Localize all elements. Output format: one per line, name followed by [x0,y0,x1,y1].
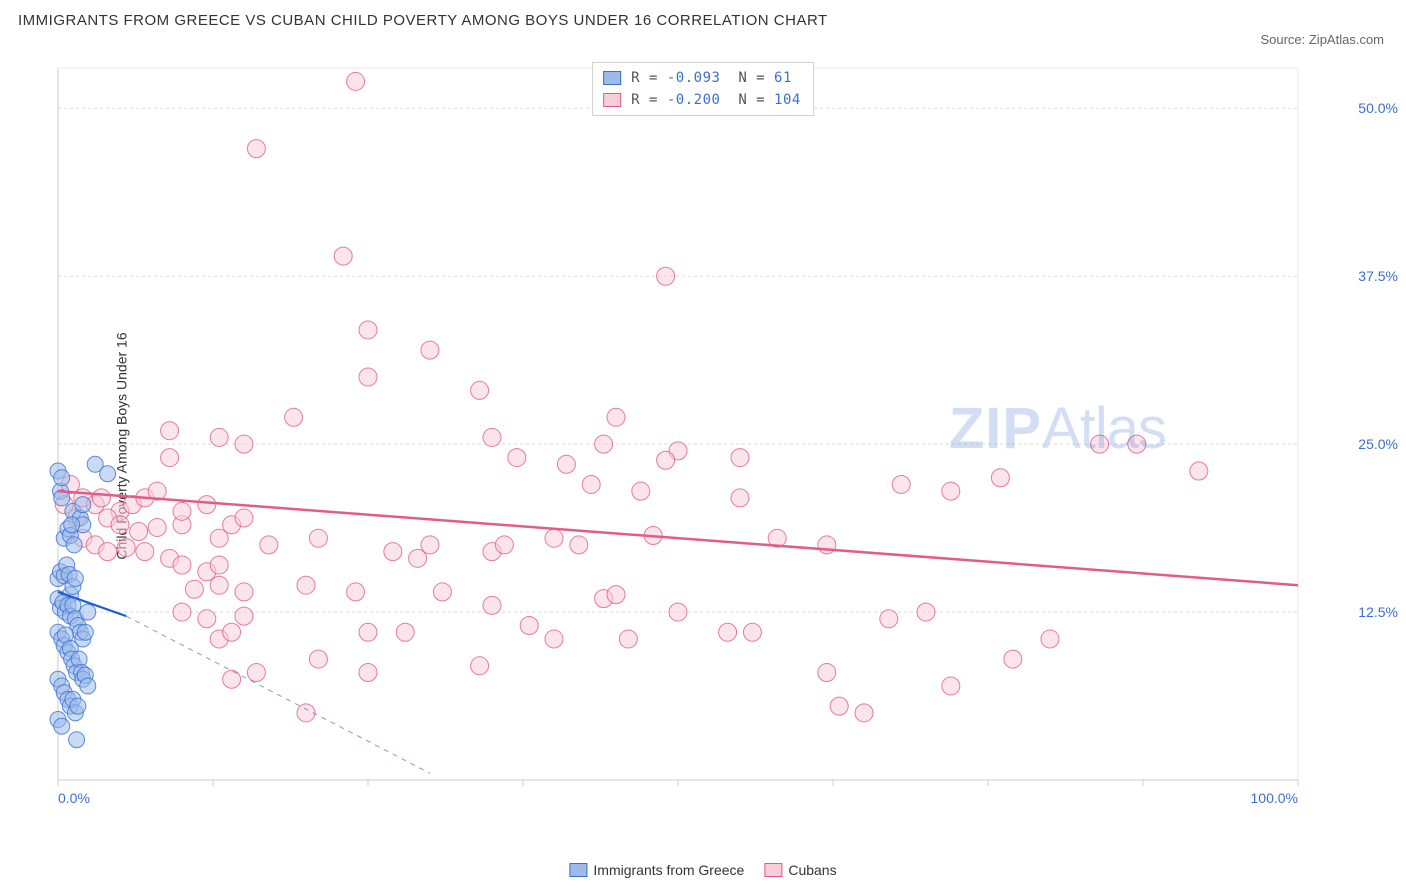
series-legend: Immigrants from Greece Cubans [569,862,836,878]
legend-row-greece: R = -0.093 N = 61 [603,67,801,89]
chart-title: IMMIGRANTS FROM GREECE VS CUBAN CHILD PO… [18,12,828,29]
y-tick-label: 12.5% [1358,604,1398,620]
source-attribution: Source: ZipAtlas.com [1260,32,1384,47]
legend-swatch-cubans-bottom [764,863,782,877]
legend-swatch-cubans [603,93,621,107]
y-tick-label: 25.0% [1358,436,1398,452]
y-tick-label: 50.0% [1358,100,1398,116]
legend-row-cubans: R = -0.200 N = 104 [603,89,801,111]
x-tick-label: 0.0% [58,790,90,806]
legend-item-cubans: Cubans [764,862,836,878]
chart-area [48,60,1368,830]
stats-legend-box: R = -0.093 N = 61 R = -0.200 N = 104 [592,62,814,116]
legend-stat-cubans: R = -0.200 N = 104 [631,92,801,108]
x-tick-label: 100.0% [1251,790,1298,806]
legend-swatch-greece-bottom [569,863,587,877]
legend-stat-greece: R = -0.093 N = 61 [631,70,792,86]
legend-label-greece: Immigrants from Greece [593,862,744,878]
legend-swatch-greece [603,71,621,85]
y-tick-label: 37.5% [1358,268,1398,284]
legend-label-cubans: Cubans [788,862,836,878]
legend-item-greece: Immigrants from Greece [569,862,744,878]
scatter-plot-svg [48,60,1368,830]
